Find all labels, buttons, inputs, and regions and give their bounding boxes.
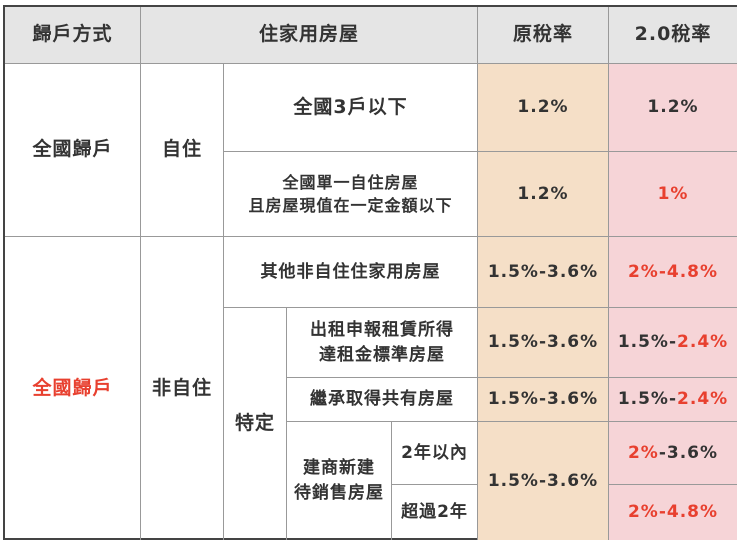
original-rate: 1.2% [478,64,609,152]
new-rate-low: 1.5%- [617,389,678,410]
label-line: 全國單一自住房屋 [282,172,419,192]
label-line: 建商新建 [303,458,375,479]
scope-nationwide-highlight: 全國歸戶 [5,237,141,540]
row-label-single-home: 全國單一自住房屋 且房屋現值在一定金額以下 [224,152,478,237]
new-rate: 1.5%- 2.4% [609,378,737,422]
original-rate: 1.5%-3.6% [478,308,609,378]
row-label-rental: 出租申報租賃所得 達租金標準房屋 [287,308,478,378]
row-label-other-non-self: 其他非自住住家用房屋 [224,237,478,308]
row-label-3-or-fewer: 全國3戶以下 [224,64,478,152]
label-line: 出租申報租賃所得 [310,319,454,340]
new-rate: 1% [609,152,737,237]
new-rate-high: 2.4% [677,332,729,353]
label-line: 達租金標準房屋 [319,344,445,365]
new-rate-high: -3.6% [658,442,719,463]
row-label-inherited: 繼承取得共有房屋 [287,378,478,422]
use-self-occupied: 自住 [141,64,224,237]
tax-rate-table: 歸戶方式 住家用房屋 原稅率 2.0稅率 全國歸戶 自住 全國3戶以下 1.2%… [3,5,737,540]
specific-label: 特定 [224,308,287,540]
new-rate-low: 2% [627,442,659,463]
original-rate: 1.5%-3.6% [478,237,609,308]
new-rate: 2% -3.6% [609,422,737,485]
header-original-rate: 原稅率 [478,7,609,64]
row-label-within-2-years: 2年以內 [392,422,478,485]
row-label-over-2-years: 超過2年 [392,485,478,540]
original-rate: 1.5%-3.6% [478,422,609,540]
new-rate: 2%-4.8% [609,485,737,540]
label-line: 且房屋現值在一定金額以下 [248,196,453,215]
new-rate: 1.5%- 2.4% [609,308,737,378]
use-non-self-occupied: 非自住 [141,237,224,540]
header-residential-house: 住家用房屋 [141,7,478,64]
scope-nationwide: 全國歸戶 [5,64,141,237]
row-label-builder-unsold: 建商新建 待銷售房屋 [287,422,392,540]
new-rate: 2%-4.8% [609,237,737,308]
new-rate-low: 1.5%- [617,332,678,353]
header-new-rate: 2.0稅率 [609,7,737,64]
original-rate: 1.2% [478,152,609,237]
original-rate: 1.5%-3.6% [478,378,609,422]
new-rate-high: 2.4% [677,389,729,410]
new-rate: 1.2% [609,64,737,152]
label-line: 待銷售房屋 [294,483,384,503]
header-household-method: 歸戶方式 [5,7,141,64]
